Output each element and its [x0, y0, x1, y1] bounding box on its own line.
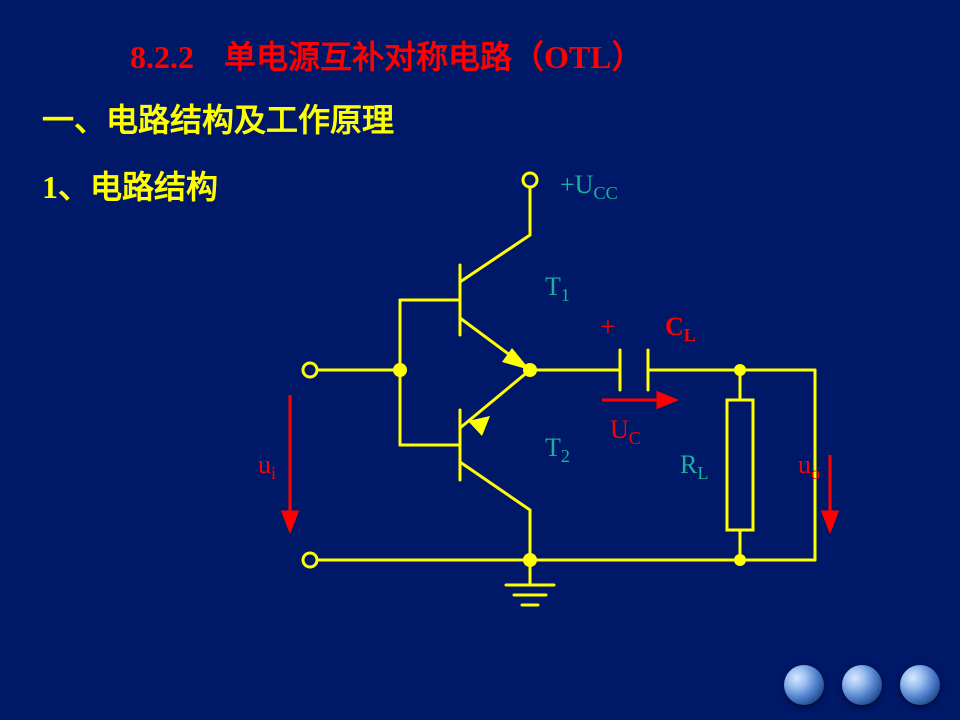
circuit-diagram: [0, 0, 960, 720]
label-uc: UC: [610, 415, 641, 449]
label-rl: RL: [680, 450, 708, 484]
label-uo: uo: [798, 450, 820, 484]
uo-sub: o: [811, 463, 820, 483]
nav-prev-button[interactable]: [784, 665, 824, 705]
uo-text: u: [798, 450, 811, 479]
cl-text: C: [665, 312, 684, 341]
label-ucc: +UCC: [560, 170, 618, 204]
rl-text: R: [680, 450, 697, 479]
t1-sub: 1: [561, 285, 570, 305]
t2-sub: 2: [561, 446, 570, 466]
ucc-text: +U: [560, 170, 593, 199]
nav-buttons: [784, 665, 940, 705]
nav-home-button[interactable]: [842, 665, 882, 705]
t2-text: T: [545, 433, 561, 462]
ucc-sub: CC: [593, 183, 617, 203]
uc-sub: C: [629, 428, 641, 448]
rl-sub: L: [697, 463, 708, 483]
label-cl: CL: [665, 312, 696, 346]
t1-text: T: [545, 272, 561, 301]
label-plus: +: [600, 312, 616, 344]
uc-text: U: [610, 415, 629, 444]
label-t1: T1: [545, 272, 570, 306]
ui-text: u: [258, 450, 271, 479]
label-ui: ui: [258, 450, 276, 484]
ui-sub: i: [271, 463, 276, 483]
nav-next-button[interactable]: [900, 665, 940, 705]
label-t2: T2: [545, 433, 570, 467]
cl-sub: L: [684, 325, 696, 345]
